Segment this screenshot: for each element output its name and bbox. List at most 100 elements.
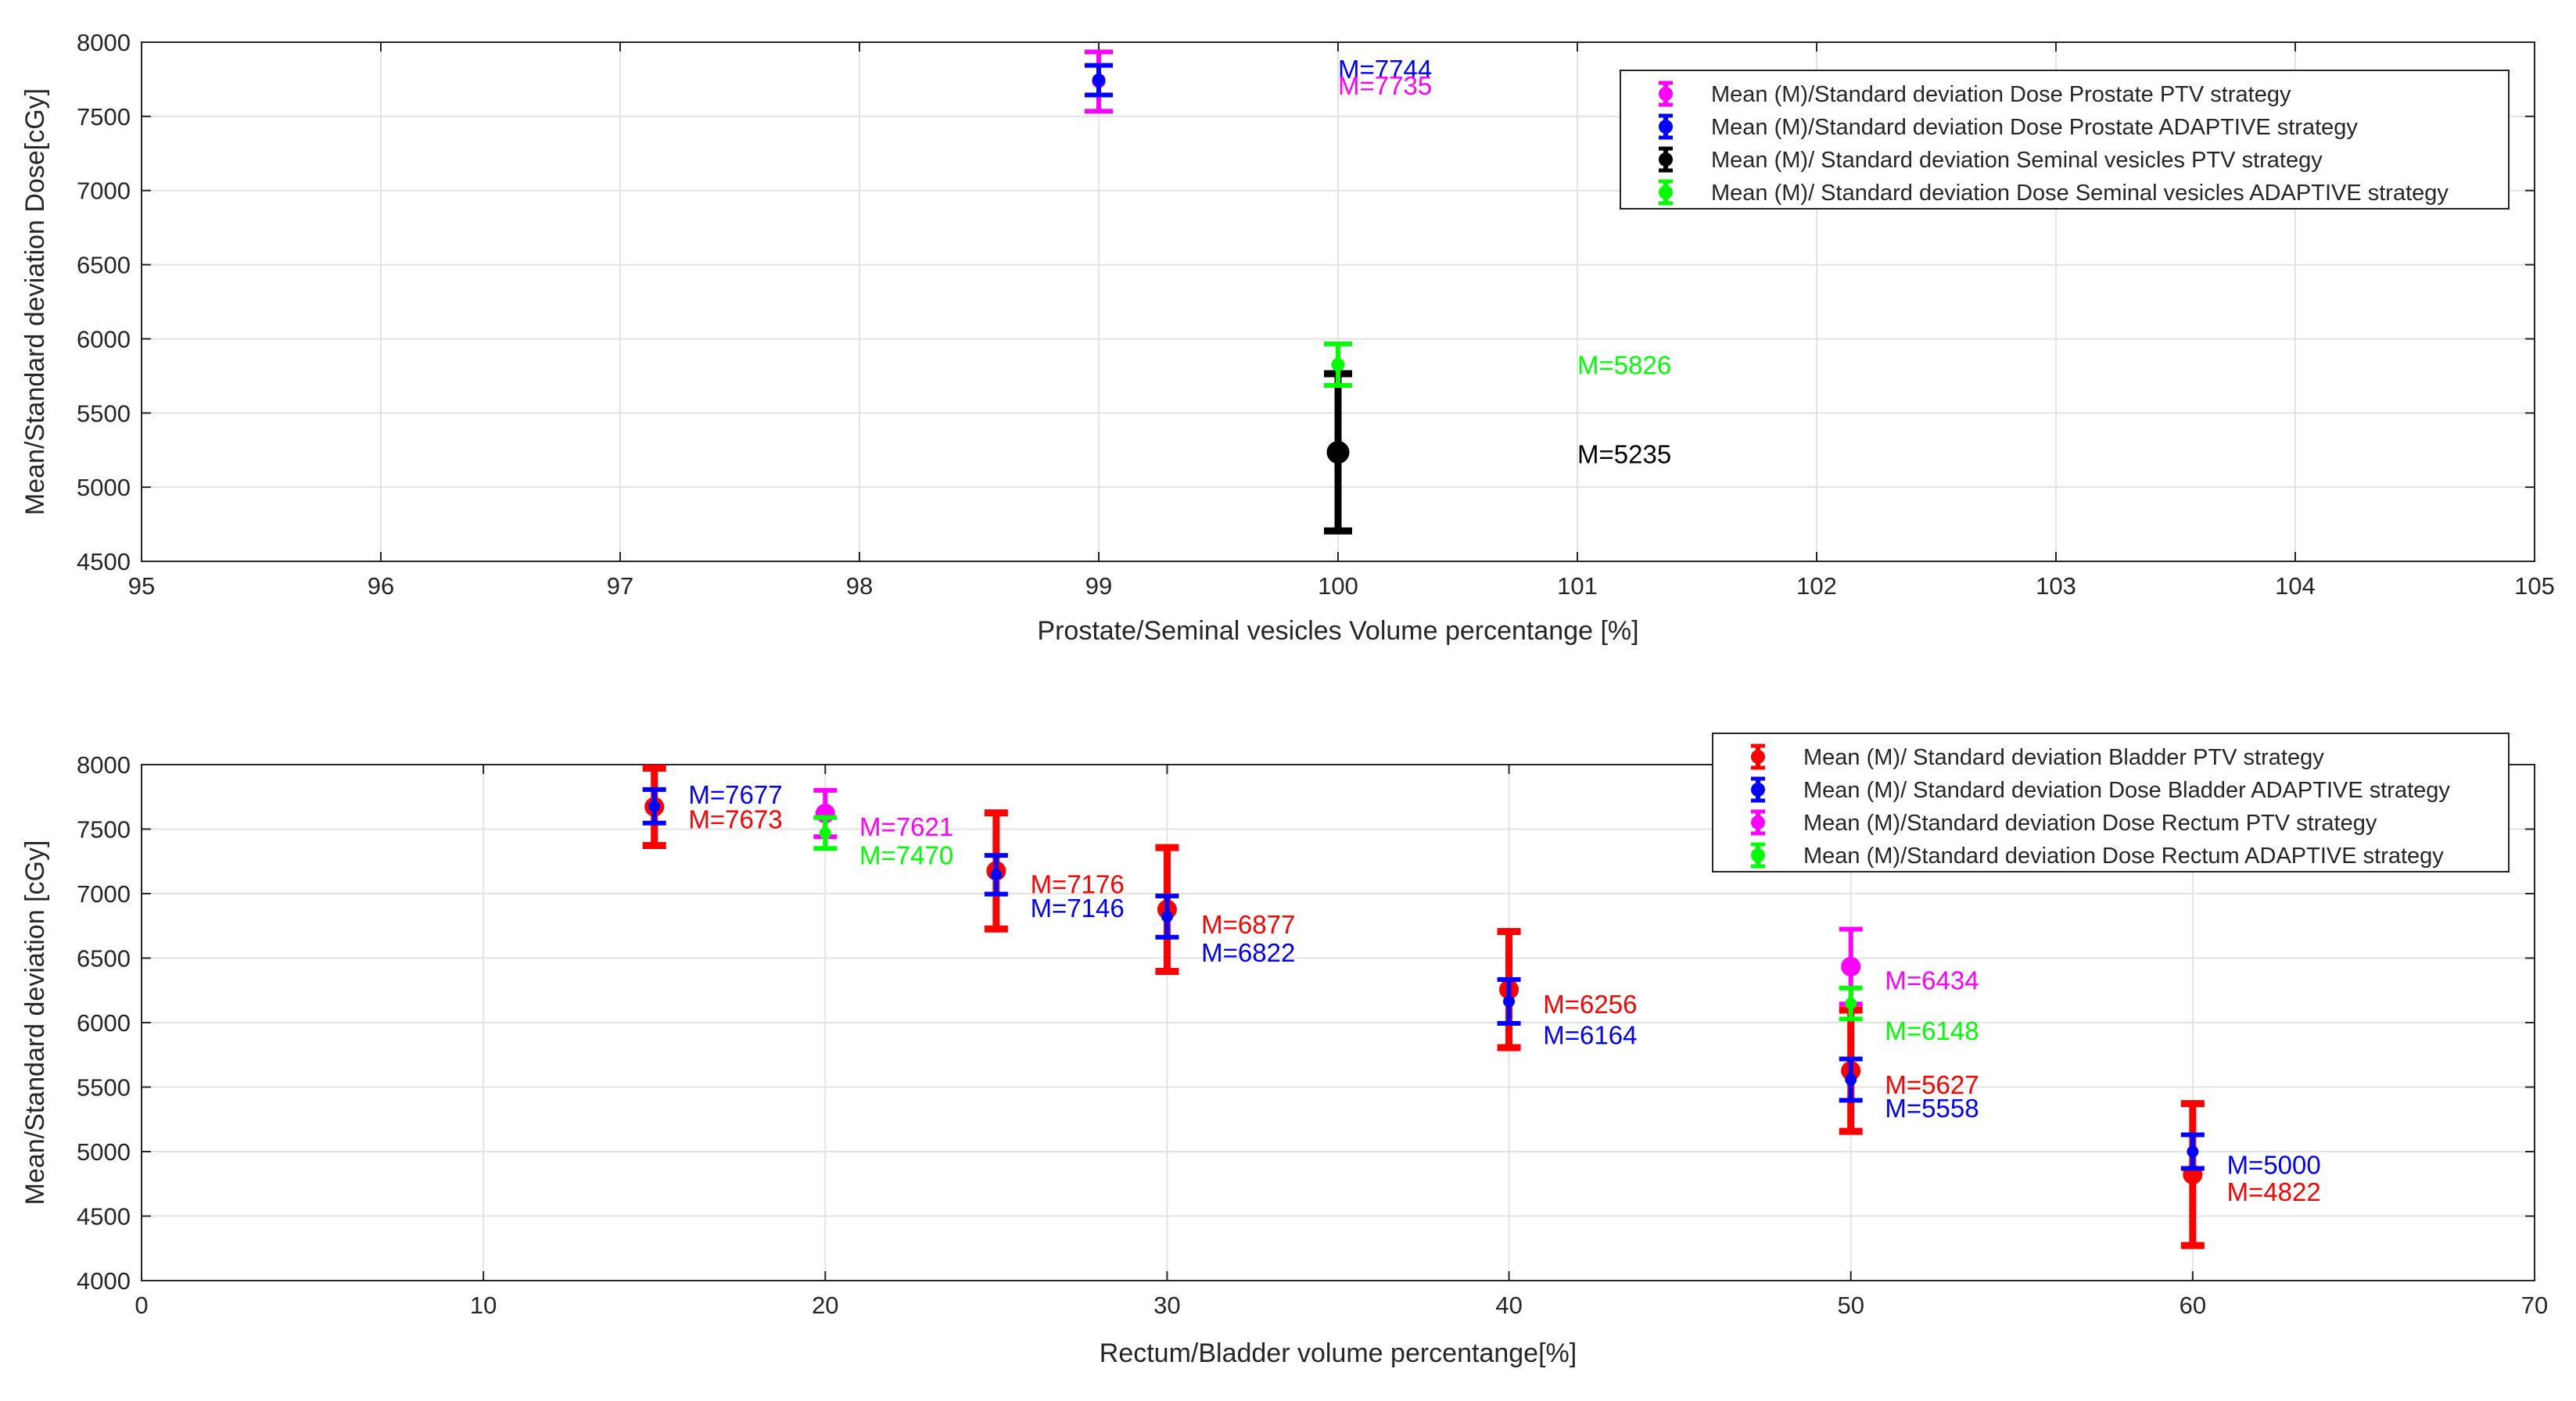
value-annotation: M=6434 [1885, 966, 1979, 995]
legend-label: Mean (M)/ Standard deviation Bladder PTV… [1803, 745, 2324, 770]
x-tick-label: 0 [135, 1292, 148, 1319]
value-annotation: M=4822 [2227, 1177, 2321, 1206]
y-tick-label: 8000 [77, 751, 131, 779]
legend-label: Mean (M)/ Standard deviation Dose Bladde… [1803, 778, 2450, 803]
data-point [2187, 1145, 2199, 1158]
value-annotation: M=7621 [859, 812, 953, 841]
legend-box [1620, 70, 2510, 210]
legend-swatch-marker [1751, 750, 1765, 764]
y-axis-label: Mean/Standard deviation Dose[cGy] [20, 88, 50, 515]
value-annotation: M=5558 [1885, 1094, 1979, 1123]
x-tick-label: 20 [812, 1292, 838, 1319]
y-tick-label: 6500 [77, 252, 131, 279]
value-annotation: M=5627 [1885, 1070, 1979, 1099]
value-annotation: M=5235 [1577, 439, 1671, 468]
value-annotation: M=7146 [1031, 894, 1125, 923]
series-2 [642, 786, 2205, 1171]
y-tick-label: 4000 [77, 1267, 131, 1295]
x-tick-label: 105 [2514, 572, 2555, 600]
legend-label: Mean (M)/Standard deviation Dose Prostat… [1711, 115, 2358, 140]
y-tick-label: 7000 [77, 880, 131, 908]
x-tick-label: 104 [2275, 572, 2316, 600]
data-point [990, 869, 1003, 881]
value-annotation: M=7470 [859, 841, 953, 870]
y-tick-label: 7500 [77, 103, 131, 131]
y-tick-label: 5500 [77, 1074, 131, 1102]
legend-swatch-marker [1659, 87, 1673, 101]
y-tick-label: 5500 [77, 400, 131, 427]
legend-swatch-marker [1751, 783, 1765, 797]
legend-label: Mean (M)/ Standard deviation Dose Semina… [1711, 181, 2449, 206]
y-tick-label: 5000 [77, 1138, 131, 1166]
legend-label: Mean (M)/Standard deviation Dose Rectum … [1803, 844, 2444, 869]
data-point [1845, 998, 1857, 1010]
x-tick-label: 100 [1318, 572, 1358, 600]
value-annotation: M=7673 [688, 804, 782, 833]
x-tick-label: 50 [1837, 1292, 1864, 1319]
y-tick-label: 7500 [77, 816, 131, 844]
data-point [648, 800, 661, 812]
x-tick-label: 103 [2036, 572, 2076, 600]
data-point [1503, 995, 1516, 1008]
y-tick-label: 6500 [77, 945, 131, 973]
data-point [1845, 1073, 1857, 1086]
legend-label: Mean (M)/Standard deviation Dose Rectum … [1803, 811, 2377, 836]
legend-swatch-marker [1659, 120, 1673, 134]
value-annotation: M=6164 [1543, 1021, 1637, 1050]
legend-label: Mean (M)/ Standard deviation Seminal ves… [1711, 148, 2323, 173]
series-2 [1085, 63, 1113, 98]
y-tick-label: 4500 [77, 548, 131, 575]
y-tick-label: 8000 [77, 29, 131, 56]
value-annotation: M=7735 [1338, 71, 1432, 100]
y-axis-label: Mean/Standard deviation [cGy] [20, 840, 50, 1206]
data-point [1326, 441, 1350, 464]
y-tick-label: 4500 [77, 1203, 131, 1231]
y-tick-label: 6000 [77, 1009, 131, 1037]
x-tick-label: 102 [1796, 572, 1837, 600]
x-tick-label: 97 [607, 572, 633, 600]
legend-swatch-marker [1751, 848, 1765, 862]
value-annotation: M=6822 [1201, 938, 1295, 967]
legend-box [1712, 733, 2510, 872]
x-tick-label: 96 [368, 572, 394, 600]
x-tick-label: 10 [470, 1292, 497, 1319]
y-tick-label: 5000 [77, 474, 131, 501]
legend-swatch-marker [1751, 815, 1765, 829]
chart-panel-1: 95 96 97 98 99 100 101 102 103 104 105 4500 5000 5500… [20, 29, 2555, 646]
x-tick-label: 70 [2521, 1292, 2548, 1319]
value-annotation: M=5000 [2227, 1151, 2321, 1180]
x-tick-label: 40 [1495, 1292, 1522, 1319]
value-annotation: M=7677 [688, 780, 782, 809]
value-annotation: M=7176 [1031, 870, 1125, 899]
value-annotation: M=7744 [1338, 55, 1432, 84]
value-annotation: M=6877 [1201, 910, 1295, 939]
value-annotation: M=5826 [1577, 350, 1671, 379]
x-tick-label: 60 [2180, 1292, 2206, 1319]
data-point [1161, 910, 1173, 923]
x-tick-label: 95 [128, 572, 155, 600]
series-4 [1324, 341, 1352, 388]
data-point [1841, 956, 1861, 976]
y-tick-label: 7000 [77, 177, 131, 205]
y-tick-label: 6000 [77, 325, 131, 353]
legend: Mean (M)/Standard deviation Dose Prostat… [1620, 70, 2510, 210]
x-tick-label: 98 [846, 572, 873, 600]
series-4 [813, 815, 1863, 1022]
x-tick-label: 30 [1153, 1292, 1180, 1319]
legend-label: Mean (M)/Standard deviation Dose Prostat… [1711, 82, 2291, 107]
x-tick-label: 99 [1085, 572, 1112, 600]
data-point [1092, 73, 1106, 88]
axes-box [141, 764, 2535, 1281]
chart-panel-2: 0 10 20 30 40 50 60 70 4000 4500 5000 5500 6000 6500 7… [20, 733, 2548, 1368]
legend-swatch-marker [1659, 185, 1673, 199]
legend: Mean (M)/ Standard deviation Bladder PTV… [1712, 733, 2510, 872]
data-point [819, 826, 831, 839]
value-annotation: M=6148 [1885, 1016, 1979, 1045]
axes-box [141, 41, 2535, 562]
legend-swatch-marker [1659, 152, 1673, 167]
value-annotation: M=6256 [1543, 990, 1637, 1019]
x-tick-label: 101 [1557, 572, 1598, 600]
x-axis-label: Rectum/Bladder volume percentange[%] [1100, 1338, 1577, 1368]
data-point [1331, 357, 1345, 371]
